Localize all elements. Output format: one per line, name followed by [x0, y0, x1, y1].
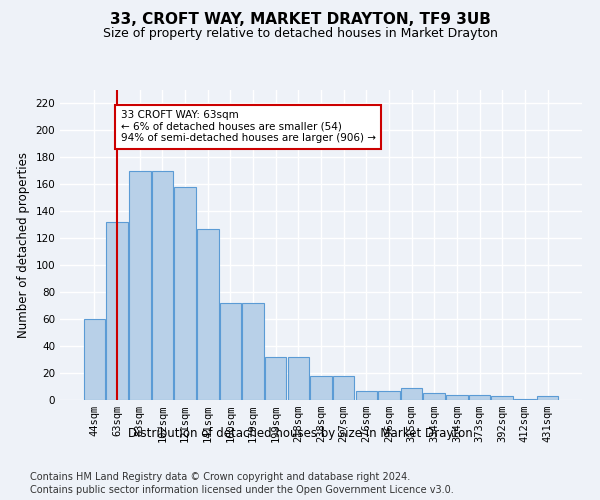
Bar: [491, 396, 513, 400]
Text: Contains HM Land Registry data © Crown copyright and database right 2024.: Contains HM Land Registry data © Crown c…: [30, 472, 410, 482]
Y-axis label: Number of detached properties: Number of detached properties: [17, 152, 30, 338]
Bar: [220, 303, 241, 400]
Bar: [242, 303, 264, 400]
Bar: [152, 171, 173, 400]
Bar: [514, 398, 536, 400]
Bar: [265, 357, 286, 400]
Bar: [401, 388, 422, 400]
Bar: [197, 229, 218, 400]
Bar: [84, 319, 105, 400]
Text: Size of property relative to detached houses in Market Drayton: Size of property relative to detached ho…: [103, 28, 497, 40]
Bar: [333, 376, 355, 400]
Text: 33 CROFT WAY: 63sqm
← 6% of detached houses are smaller (54)
94% of semi-detache: 33 CROFT WAY: 63sqm ← 6% of detached hou…: [121, 110, 376, 144]
Bar: [424, 394, 445, 400]
Text: Contains public sector information licensed under the Open Government Licence v3: Contains public sector information licen…: [30, 485, 454, 495]
Bar: [175, 187, 196, 400]
Bar: [537, 396, 558, 400]
Bar: [310, 376, 332, 400]
Bar: [287, 357, 309, 400]
Bar: [469, 394, 490, 400]
Bar: [356, 390, 377, 400]
Bar: [106, 222, 128, 400]
Text: Distribution of detached houses by size in Market Drayton: Distribution of detached houses by size …: [128, 428, 472, 440]
Bar: [446, 394, 467, 400]
Bar: [129, 171, 151, 400]
Bar: [378, 390, 400, 400]
Text: 33, CROFT WAY, MARKET DRAYTON, TF9 3UB: 33, CROFT WAY, MARKET DRAYTON, TF9 3UB: [110, 12, 490, 28]
